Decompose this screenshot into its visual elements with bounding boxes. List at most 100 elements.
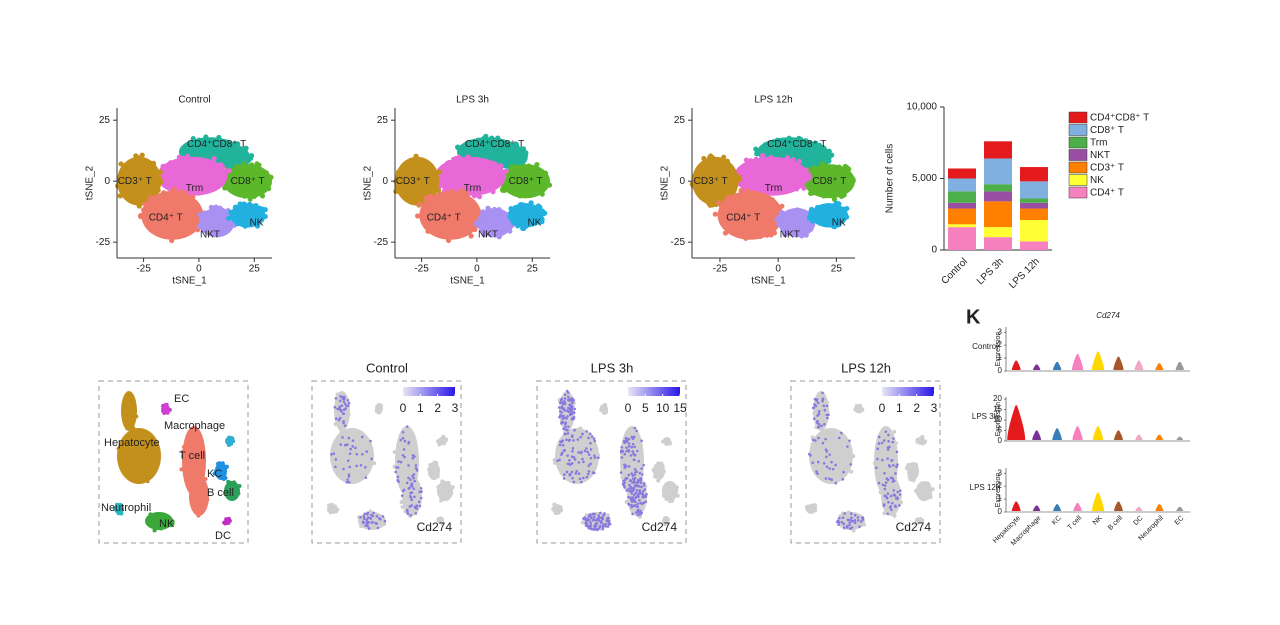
cell-cloud — [156, 156, 228, 196]
cell-point — [199, 219, 205, 225]
cell-point — [878, 490, 883, 495]
cell-point — [810, 503, 815, 508]
expressing-cell — [843, 526, 846, 529]
cluster-label: CD4⁺CD8⁺ T — [187, 139, 246, 150]
cell-point — [810, 442, 815, 447]
cell-point — [637, 514, 642, 519]
cell-point — [725, 185, 731, 191]
violin — [1113, 356, 1124, 370]
expressing-cell — [605, 517, 609, 520]
cell-point — [266, 186, 272, 192]
cell-point — [785, 143, 791, 149]
cluster-label: CD4⁺ T — [149, 212, 183, 223]
expressing-cell — [624, 465, 627, 469]
expressing-cell — [886, 457, 889, 460]
expressing-cell — [890, 458, 894, 462]
expressing-cell — [627, 442, 631, 445]
legend-swatch — [1068, 186, 1088, 199]
cell-point — [213, 204, 219, 210]
cell-point — [716, 200, 722, 206]
cell-point — [214, 149, 221, 155]
expressing-cell — [891, 463, 895, 467]
bar-segment — [948, 191, 976, 203]
cell-point — [152, 528, 157, 533]
cell-point — [699, 188, 705, 194]
cell-point — [211, 220, 217, 227]
cell-point — [186, 171, 192, 177]
cell-point — [624, 499, 629, 504]
cell-point — [839, 462, 844, 467]
cell-point — [498, 167, 504, 173]
legend-label: CD4⁺CD8⁺ T — [1090, 113, 1149, 124]
expressing-cell — [821, 397, 825, 401]
cell-point — [155, 187, 161, 193]
cell-point — [456, 154, 462, 160]
cell-point — [514, 206, 520, 212]
expressing-cell — [586, 517, 589, 521]
cell-point — [137, 175, 143, 182]
cell-point — [232, 184, 238, 190]
expressing-cell — [399, 460, 403, 464]
y-axis-label: tSNE_2 — [363, 165, 374, 200]
cell-point — [826, 158, 832, 164]
cell-point — [801, 149, 807, 155]
cell-point — [630, 509, 635, 514]
expressing-cell — [566, 406, 570, 410]
expressing-cell — [837, 523, 840, 526]
cell-point — [427, 199, 433, 205]
cell-point — [226, 490, 231, 495]
cell-point — [788, 209, 794, 215]
cell-point — [346, 412, 351, 417]
cell-point — [552, 502, 557, 507]
cell-point — [479, 141, 486, 147]
cell-point — [150, 522, 155, 527]
cell-point — [804, 176, 810, 182]
x-tick-label: -25 — [136, 264, 151, 275]
expressing-cell — [597, 514, 600, 517]
expressing-cell — [342, 400, 346, 404]
legend-label: NK — [1090, 175, 1104, 186]
cell-type-label: NK — [159, 518, 175, 530]
expressing-cell — [366, 524, 369, 528]
cell-point — [209, 213, 215, 219]
cell-point — [537, 214, 543, 221]
cell-point — [528, 177, 534, 183]
cell-point — [499, 186, 506, 192]
cell-point — [809, 156, 815, 162]
cell-point — [141, 207, 147, 213]
cell-point — [174, 217, 180, 224]
expressing-cell — [627, 473, 631, 477]
cell-point — [232, 152, 238, 158]
expressing-cell — [633, 468, 637, 471]
expressing-cell — [566, 428, 569, 432]
cell-point — [438, 498, 443, 503]
cell-point — [196, 223, 202, 229]
expressing-cell — [410, 504, 414, 507]
expressing-cell — [640, 485, 643, 489]
cell-point — [722, 230, 729, 236]
expressing-cell — [405, 508, 409, 512]
x-tick-label: 25 — [831, 264, 843, 275]
color-bar-label: 10 — [656, 401, 670, 415]
cell-point — [436, 220, 442, 226]
cluster-label: NK — [528, 217, 542, 228]
cell-point — [443, 165, 449, 171]
expressing-cell — [406, 512, 410, 516]
expressing-cell — [582, 476, 585, 480]
color-bar-label: 3 — [452, 401, 459, 415]
expressing-cell — [561, 417, 564, 420]
expressing-cell — [577, 461, 581, 464]
expressing-cell — [366, 516, 370, 519]
cell-point — [460, 143, 467, 149]
expressing-cell — [825, 413, 829, 417]
x-axis-label: tSNE_1 — [172, 276, 207, 287]
violin — [1092, 426, 1104, 440]
cell-point — [444, 210, 451, 216]
expressing-cell — [846, 445, 849, 448]
cell-point — [498, 163, 504, 169]
cell-point — [227, 496, 232, 501]
cell-point — [185, 457, 190, 462]
cell-point — [155, 217, 161, 223]
cell-point — [198, 495, 203, 500]
cell-point — [664, 496, 669, 501]
